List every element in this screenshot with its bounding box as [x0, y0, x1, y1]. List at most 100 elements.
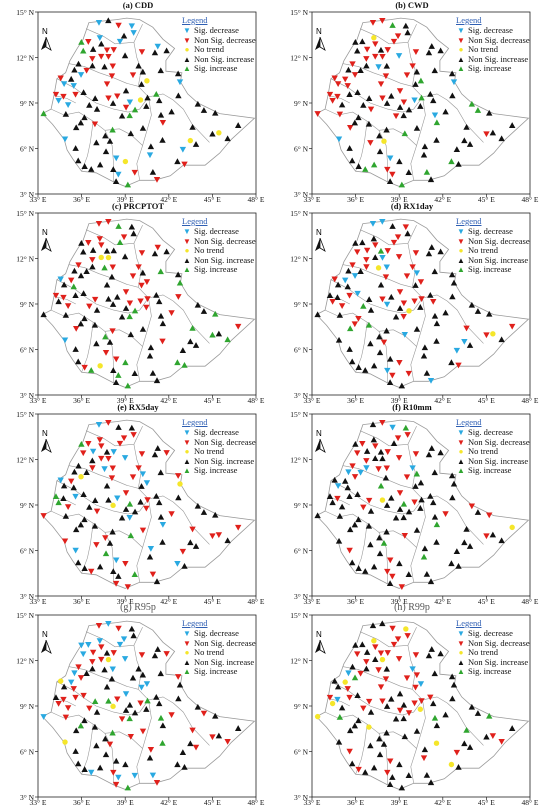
sig-decrease-marker	[409, 666, 416, 673]
map-legend: Legend ▼ Sig. decrease ▼ Non Sig. decrease ● N…	[456, 417, 530, 476]
nonsig-increase-marker	[122, 305, 130, 311]
nonsig-increase-marker	[91, 497, 99, 504]
region-boundary	[378, 532, 388, 584]
sig-increase-marker	[109, 126, 116, 133]
legend-entry: ▼ Non Sig. decrease	[456, 236, 530, 247]
nonsig-increase-marker	[388, 494, 395, 501]
nonsig-increase-marker	[192, 543, 200, 549]
north-label: N	[316, 27, 322, 36]
sig-increase-marker	[124, 382, 132, 389]
map-canvas: 15° N 12° N 9° N 6° N 3° N33° E 36° E 39° E 42°…	[290, 209, 539, 403]
nonsig-increase-marker	[128, 223, 136, 230]
nonsig-increase-marker	[362, 568, 369, 574]
legend-label: No trend	[194, 647, 224, 658]
nonsig-decrease-marker	[396, 88, 404, 95]
nonsig-increase-marker	[344, 484, 351, 491]
nonsig-increase-marker	[427, 176, 435, 183]
nonsig-increase-marker	[388, 92, 395, 99]
sig-decrease-marker	[138, 684, 145, 691]
legend-label: Sig. increase	[468, 63, 512, 74]
region-boundary	[446, 501, 484, 545]
sig-decrease-marker	[383, 301, 391, 308]
nonsig-increase-marker	[143, 706, 150, 712]
nonsig-increase-marker	[428, 646, 435, 652]
nonsig-decrease-marker	[379, 698, 386, 705]
lon-label: 33° E	[30, 195, 47, 202]
nonsig-decrease-marker	[372, 644, 379, 651]
sig-decrease-marker	[72, 547, 79, 554]
sig-increase-marker	[115, 372, 122, 378]
legend-symbol-icon: ▲	[457, 265, 465, 275]
nonsig-decrease-marker	[62, 714, 70, 721]
nonsig-increase-marker	[187, 740, 194, 747]
sig-increase-marker	[336, 713, 344, 720]
nonsig-decrease-marker	[486, 512, 493, 519]
nonsig-increase-marker	[109, 528, 116, 535]
nonsig-increase-marker	[352, 440, 359, 447]
region-boundary	[172, 300, 210, 344]
sig-increase-marker	[157, 268, 164, 275]
nonsig-increase-marker	[423, 771, 431, 778]
region-boundary	[330, 279, 423, 314]
nonsig-increase-marker	[81, 163, 88, 169]
legend-title: Legend	[182, 216, 208, 226]
nonsig-increase-marker	[139, 325, 147, 332]
nonsig-increase-marker	[483, 733, 490, 740]
nonsig-increase-marker	[437, 248, 444, 255]
legend-symbol-icon: ▼	[457, 26, 465, 35]
lat-label: 12° N	[16, 53, 34, 62]
nonsig-increase-marker	[138, 483, 145, 489]
nonsig-decrease-marker	[409, 264, 416, 271]
legend-title: Legend	[182, 417, 208, 427]
nonsig-increase-marker	[425, 451, 433, 458]
sig-decrease-marker	[431, 112, 439, 119]
nonsig-increase-marker	[413, 124, 421, 131]
nonsig-increase-marker	[91, 95, 99, 102]
north-arrow-icon: N	[314, 630, 326, 654]
nonsig-increase-marker	[149, 168, 157, 175]
north-label: N	[42, 27, 48, 36]
nonsig-increase-marker	[146, 754, 154, 761]
lon-label: 42° E	[160, 396, 177, 403]
nonsig-increase-marker	[118, 514, 126, 521]
nonsig-decrease-marker	[403, 273, 411, 280]
sig-decrease-marker	[351, 273, 359, 279]
map-legend: Legend ▼ Sig. decrease ▼ Non Sig. decrease ● N…	[456, 15, 530, 74]
nonsig-decrease-marker	[138, 282, 145, 289]
nonsig-decrease-marker	[334, 81, 342, 88]
nonsig-increase-marker	[448, 673, 456, 680]
sig-increase-marker	[209, 331, 216, 338]
region-boundary	[81, 322, 94, 373]
nonsig-increase-marker	[80, 89, 87, 96]
nonsig-decrease-marker	[89, 659, 96, 665]
nonsig-increase-marker	[122, 506, 130, 512]
legend-label: Sig. increase	[194, 666, 238, 677]
sig-decrease-marker	[121, 455, 129, 461]
nonsig-increase-marker	[75, 462, 82, 469]
panel-title: (d) RX1day	[390, 201, 434, 211]
nonsig-increase-marker	[212, 511, 219, 518]
legend-entry: ▲ Non Sig. increase	[182, 255, 256, 266]
nonsig-increase-marker	[433, 722, 441, 729]
region-boundary	[446, 300, 484, 344]
nonsig-increase-marker	[179, 749, 187, 755]
nonsig-increase-marker	[200, 509, 208, 515]
nonsig-decrease-marker	[359, 441, 366, 447]
nonsig-increase-marker	[212, 712, 219, 719]
nonsig-decrease-marker	[105, 95, 112, 102]
nonsig-increase-marker	[376, 751, 384, 758]
nonsig-decrease-marker	[55, 700, 62, 707]
nonsig-decrease-marker	[85, 39, 92, 45]
lon-label: 39° E	[391, 798, 408, 805]
nonsig-decrease-marker	[122, 289, 130, 296]
nonsig-increase-marker	[369, 421, 377, 428]
lat-label: 12° N	[290, 254, 308, 263]
legend-entry: ▼ Non Sig. decrease	[456, 638, 530, 649]
legend-entry: ● No trend	[456, 647, 530, 658]
legend-entry: ▲ Non Sig. increase	[456, 54, 530, 65]
no-trend-marker	[57, 678, 64, 684]
nonsig-increase-marker	[405, 169, 412, 175]
no-trend-marker	[381, 138, 387, 144]
nonsig-decrease-marker	[382, 676, 390, 683]
nonsig-increase-marker	[194, 703, 202, 710]
